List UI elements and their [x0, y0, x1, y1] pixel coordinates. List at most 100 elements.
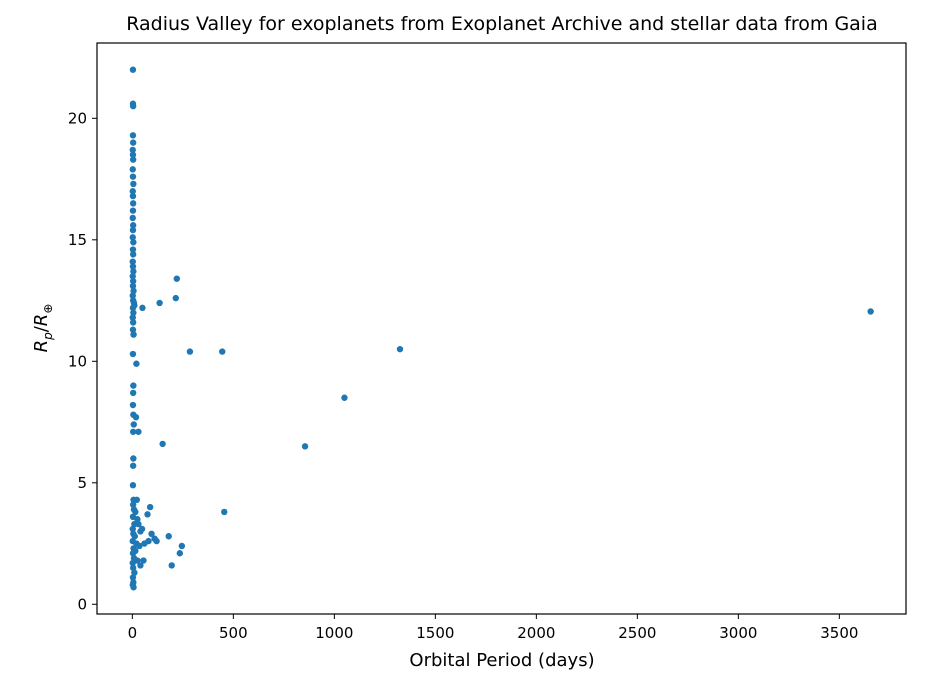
- data-point: [130, 331, 137, 338]
- x-tick-label: 0: [128, 624, 138, 642]
- data-point: [186, 348, 194, 355]
- data-point: [129, 525, 136, 533]
- data-point: [131, 569, 138, 576]
- data-point: [148, 530, 155, 538]
- data-point: [129, 156, 137, 163]
- data-point: [129, 207, 137, 214]
- data-point: [144, 511, 151, 518]
- data-point: [129, 273, 136, 280]
- data-point: [129, 146, 136, 154]
- data-point: [129, 462, 137, 469]
- data-point: [139, 304, 146, 312]
- data-point: [129, 574, 137, 581]
- x-tick-label: 1000: [315, 624, 353, 642]
- y-axis-label: Rp/R⊕: [31, 304, 55, 353]
- data-point: [129, 282, 137, 290]
- y-tick-label: 15: [68, 231, 87, 249]
- data-point: [129, 102, 137, 110]
- data-point: [178, 542, 186, 550]
- data-point: [132, 413, 140, 421]
- data-point: [129, 214, 136, 222]
- data-point: [396, 345, 404, 353]
- x-axis-label: Orbital Period (days): [409, 650, 594, 671]
- data-point: [129, 151, 137, 158]
- data-point: [129, 251, 137, 258]
- data-point: [140, 557, 147, 564]
- y-tick-label: 5: [77, 474, 87, 492]
- data-point: [129, 234, 136, 241]
- data-point: [159, 440, 166, 448]
- data-point: [146, 503, 154, 511]
- data-point: [129, 314, 136, 321]
- data-point: [130, 455, 137, 462]
- data-point: [129, 132, 137, 139]
- data-point: [129, 226, 137, 234]
- data-point: [130, 421, 137, 428]
- data-point: [133, 360, 140, 367]
- data-point: [301, 443, 309, 450]
- x-tick-label: 500: [219, 624, 248, 642]
- data-point: [129, 166, 136, 173]
- data-point: [129, 292, 136, 299]
- data-point: [221, 508, 228, 516]
- data-point: [131, 533, 138, 540]
- data-point: [132, 547, 139, 555]
- data-point: [129, 263, 137, 270]
- data-point: [130, 584, 137, 591]
- chart-title: Radius Valley for exoplanets from Exopla…: [126, 13, 877, 35]
- data-point: [129, 200, 137, 207]
- data-point: [129, 428, 137, 435]
- data-point: [132, 508, 139, 516]
- data-point: [130, 180, 137, 188]
- data-point: [129, 222, 137, 229]
- data-point: [130, 309, 137, 316]
- data-point: [168, 562, 175, 569]
- data-point: [130, 239, 137, 246]
- plot-area-frame: [96, 42, 907, 615]
- data-point: [130, 287, 137, 295]
- data-point: [129, 482, 137, 489]
- y-tick-label: 0: [77, 595, 87, 613]
- data-point: [173, 275, 180, 282]
- data-point: [129, 139, 137, 146]
- data-point: [136, 542, 143, 550]
- data-point: [129, 326, 137, 333]
- data-point: [341, 394, 348, 401]
- data-point: [129, 66, 137, 73]
- data-point: [129, 389, 137, 397]
- data-point: [129, 188, 136, 195]
- data-point: [129, 258, 136, 265]
- data-points: [129, 66, 874, 591]
- data-point: [219, 348, 226, 355]
- data-point: [129, 564, 137, 572]
- x-tick-label: 3000: [719, 624, 757, 642]
- data-point: [135, 428, 142, 435]
- data-point: [133, 496, 140, 503]
- data-point: [138, 525, 146, 533]
- x-tick-label: 2000: [517, 624, 555, 642]
- data-point: [165, 533, 172, 540]
- data-point: [131, 302, 138, 309]
- data-point: [176, 550, 184, 557]
- y-tick-label: 10: [68, 352, 87, 370]
- data-point: [867, 308, 874, 315]
- data-point: [134, 516, 141, 523]
- data-point: [129, 173, 137, 180]
- data-point: [135, 520, 142, 528]
- y-axis: 0 5 10 15 20: [68, 109, 97, 613]
- data-point: [130, 382, 137, 389]
- data-point: [156, 299, 163, 307]
- data-point: [134, 557, 141, 564]
- data-point: [129, 277, 137, 285]
- x-tick-label: 2500: [618, 624, 656, 642]
- data-point: [137, 562, 144, 569]
- y-tick-label: 20: [68, 109, 87, 127]
- x-tick-label: 3500: [820, 624, 858, 642]
- x-axis: 0 500 1000 1500 2000 2500 3000 3500: [128, 614, 858, 642]
- x-tick-label: 1500: [416, 624, 454, 642]
- data-point: [172, 294, 179, 302]
- data-point: [129, 192, 137, 200]
- data-point: [145, 537, 152, 545]
- data-point: [153, 537, 160, 545]
